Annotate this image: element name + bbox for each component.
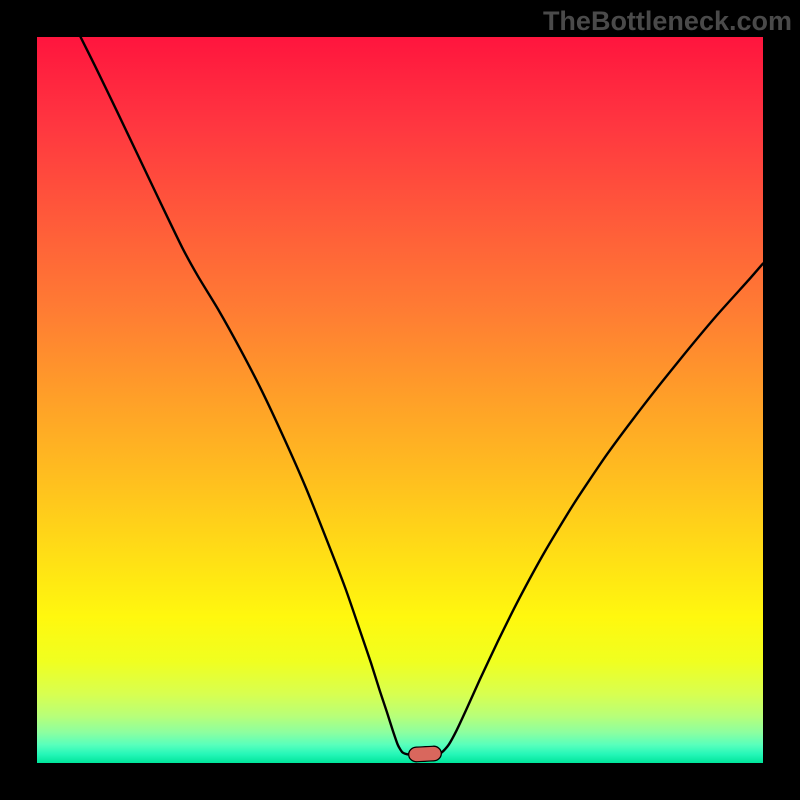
bottleneck-curve bbox=[37, 37, 763, 763]
plot-area bbox=[37, 37, 763, 763]
chart-stage: TheBottleneck.com bbox=[0, 0, 800, 800]
watermark-text: TheBottleneck.com bbox=[543, 6, 792, 37]
curve-path bbox=[81, 37, 763, 754]
